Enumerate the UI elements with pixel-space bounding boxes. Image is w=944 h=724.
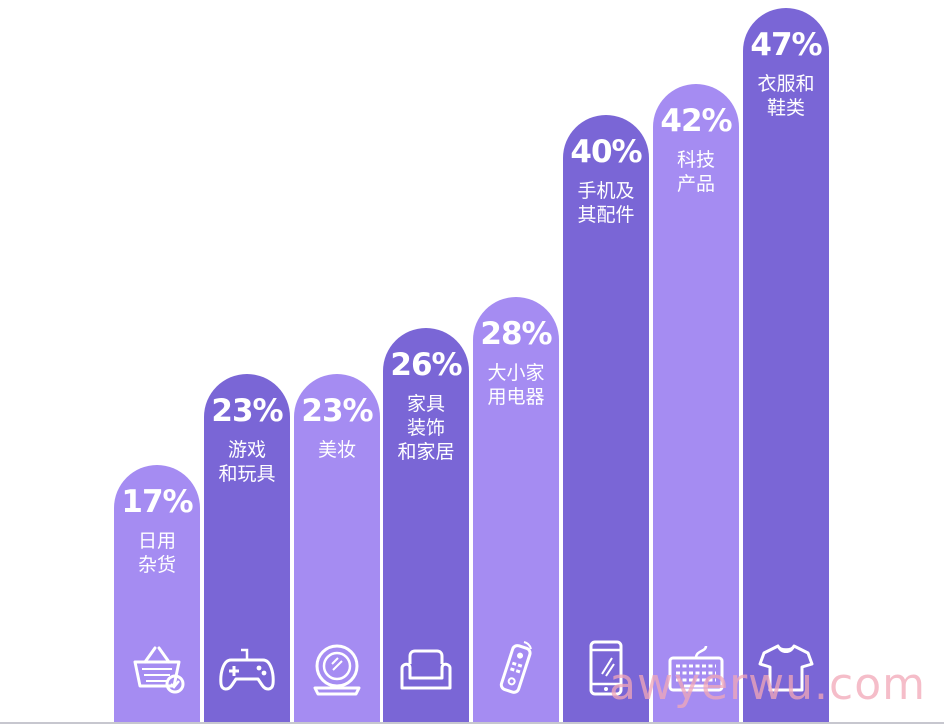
bar-category-label: 家具 装饰 和家居	[397, 393, 455, 463]
bar-category-label: 手机及 其配件	[577, 180, 635, 226]
bar-value-label: 28%	[480, 316, 552, 352]
bar-2: 23% 游戏 和玩具	[204, 374, 290, 724]
bar-category-label: 大小家 用电器	[487, 362, 545, 408]
bar-3: 23% 美妆	[294, 374, 380, 724]
bar-category-label: 科技 产品	[676, 149, 715, 195]
bar-6: 40% 手机及 其配件	[563, 115, 649, 724]
bar-category-label: 日用 杂货	[137, 530, 176, 576]
bar-value-label: 26%	[390, 347, 462, 383]
remote-control-icon	[486, 638, 546, 698]
bar-value-label: 47%	[750, 27, 822, 63]
bar-category-label: 衣服和 鞋类	[757, 73, 815, 119]
bar-value-label: 17%	[121, 484, 193, 520]
compact-mirror-icon	[307, 638, 367, 698]
bar-value-label: 40%	[570, 134, 642, 170]
keyboard-icon	[666, 638, 726, 698]
bar-category-label: 游戏 和玩具	[218, 439, 276, 485]
bar-value-label: 42%	[660, 103, 732, 139]
gamepad-icon	[217, 638, 277, 698]
chart-baseline	[0, 722, 944, 724]
basket-icon	[127, 638, 187, 698]
bar-5: 28% 大小家 用电器	[473, 297, 559, 724]
tshirt-icon	[756, 638, 816, 698]
bar-7: 42% 科技 产品	[653, 84, 739, 724]
bar-category-label: 美妆	[317, 439, 356, 461]
smartphone-icon	[576, 638, 636, 698]
sofa-icon	[396, 638, 456, 698]
bar-4: 26% 家具 装饰 和家居	[383, 328, 469, 724]
bar-1: 17% 日用 杂货	[114, 465, 200, 724]
bar-value-label: 23%	[211, 393, 283, 429]
bar-8: 47% 衣服和 鞋类	[743, 8, 829, 724]
watermark: awyerwu.com	[609, 659, 926, 710]
bar-value-label: 23%	[301, 393, 373, 429]
